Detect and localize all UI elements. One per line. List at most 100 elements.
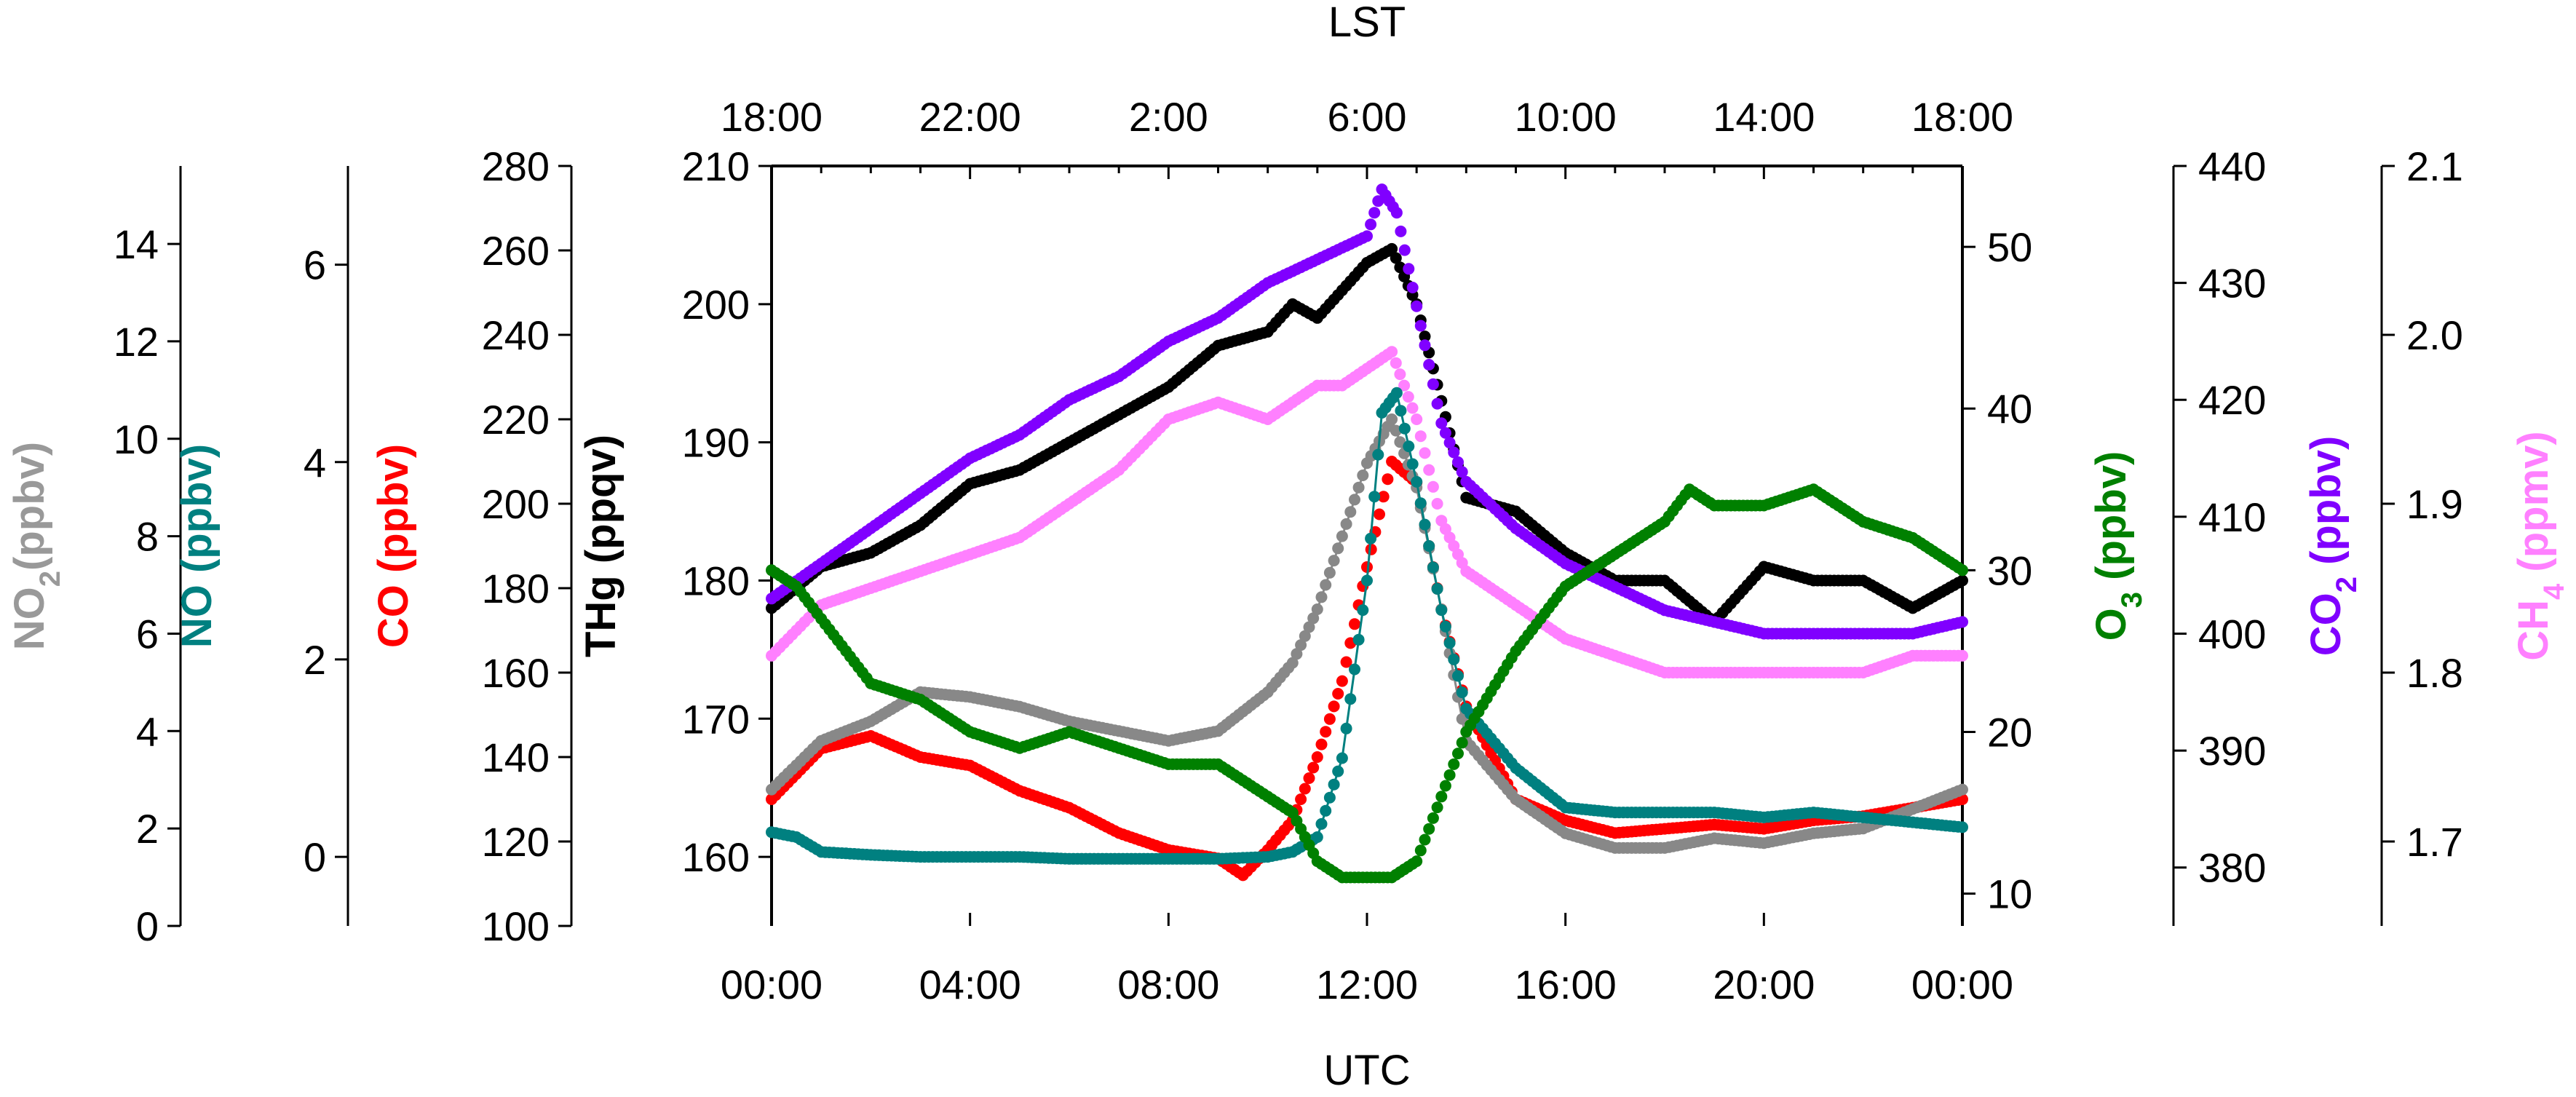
co-data-point [1374,508,1385,520]
no-data-point [1406,458,1419,470]
ch4-series [766,346,1968,678]
co2-data-point [1435,417,1448,429]
co-tick-label: 200 [482,481,550,527]
co2-data-point [1448,446,1460,459]
no2-data-point [1307,612,1320,625]
co2-data-point [1398,244,1411,256]
ch4-axis-title-subscript: 4 [2538,583,2570,600]
no-data-point [1340,722,1352,734]
o3-series [766,483,1968,884]
co-data-point [1336,675,1348,687]
co-data-point [1328,700,1340,713]
thg-data-point [1394,261,1406,274]
co2-data-point [1456,466,1468,478]
no-data-point [1419,518,1431,531]
ch4-data-point [1406,402,1419,414]
no-data-point [1414,497,1427,510]
no-data-point [1344,693,1357,705]
co-data-point [1320,726,1332,738]
no2-data-point [1386,413,1398,425]
no-tick-label: 4 [304,440,326,486]
no-series [766,387,1968,865]
o3-data-point [1411,855,1423,868]
thg-tick-label: 200 [682,282,750,328]
x-tick-label-top: 14:00 [1713,94,1815,140]
no-axis-title-main: NO (ppbv) [173,444,221,648]
ch4-axis-title-main: CH [2510,600,2557,661]
co-data-point [1361,561,1373,573]
co2-tick-label: 410 [2198,494,2266,540]
ch4-data-point [1414,430,1427,443]
no-tick-label: 2 [304,637,326,683]
o3-data-point [1456,737,1468,749]
co-data-point [1365,543,1377,555]
no-data-point [1352,633,1365,646]
no-data-point [1328,778,1340,791]
o3-data-point [1431,801,1443,814]
co2-axis-title-unit: (ppbv) [2302,436,2350,577]
co2-data-point [1427,378,1439,390]
no-data-point [1435,604,1448,617]
co-data-point [1340,656,1352,668]
no2-tick-label: 6 [136,611,159,657]
co-data-point [1307,761,1320,774]
thg-tick-label: 160 [682,834,750,880]
co-tick-label: 140 [482,734,550,780]
co-data-point [1332,688,1344,700]
no2-data-point [1320,579,1332,591]
no-data-point [1372,448,1384,461]
no2-data-point [1328,555,1340,567]
no-data-point [1443,637,1456,649]
no-data-point [1332,765,1344,777]
o3-data-point [1414,844,1427,857]
x-tick-label-bottom: 20:00 [1713,962,1815,1007]
no2-axis-title: NO2(ppbv) [6,442,66,650]
x-tick-label-top: 22:00 [919,94,1021,140]
no2-axis-title-main: NO [6,587,53,650]
co2-data-point [1419,339,1431,352]
co2-data-point [1406,282,1419,293]
no2-tick-label: 12 [114,319,159,365]
thg-axis-title-main: THg (ppqv) [577,435,625,657]
co-tick-label: 160 [482,650,550,696]
co-data-point [1311,751,1323,763]
co2-data-point [1414,320,1427,332]
no2-tick-label: 4 [136,708,159,754]
ch4-data-point [1427,480,1439,493]
thg-tick-label: 190 [682,420,750,466]
o3-data-point [1439,780,1451,792]
co2-data-point [1957,616,1968,628]
no2-data-point [1336,530,1348,542]
co2-tick-label: 400 [2198,611,2266,657]
o3-data-point [1435,791,1448,803]
no2-data-point [1315,591,1328,603]
ch4-data-point [1386,346,1398,358]
no2-data-point [1303,621,1315,633]
co2-data-point [1452,456,1464,468]
no-data-point [1311,831,1323,843]
co-axis-title: CO (ppbv) [370,444,417,648]
co2-data-point [1368,207,1381,219]
co-tick-label: 100 [482,903,550,949]
o3-data-point [1443,769,1456,781]
no2-data-point [1340,518,1352,530]
no-data-point [1320,804,1332,817]
no2-data-point [1332,542,1344,555]
o3-tick-label: 50 [1987,224,2032,270]
ch4-tick-label: 1.8 [2406,650,2463,696]
no-data-point [1403,440,1415,453]
co2-data-point [1365,218,1377,231]
co-tick-label: 120 [482,819,550,865]
o3-axis-title: O3 (ppbv) [2088,451,2148,641]
o3-tick-label: 30 [1987,547,2032,593]
no2-data-point [1352,481,1365,494]
no-data-point [1361,574,1373,587]
no2-axis-title-subscript: 2 [34,571,66,587]
co2-axis-title-main: CO [2302,593,2350,656]
ch4-axis-title: CH4 (ppmv) [2510,431,2570,660]
no2-data-point [1323,566,1336,579]
no-data-point [1390,387,1403,399]
no-data-point [1431,582,1443,595]
